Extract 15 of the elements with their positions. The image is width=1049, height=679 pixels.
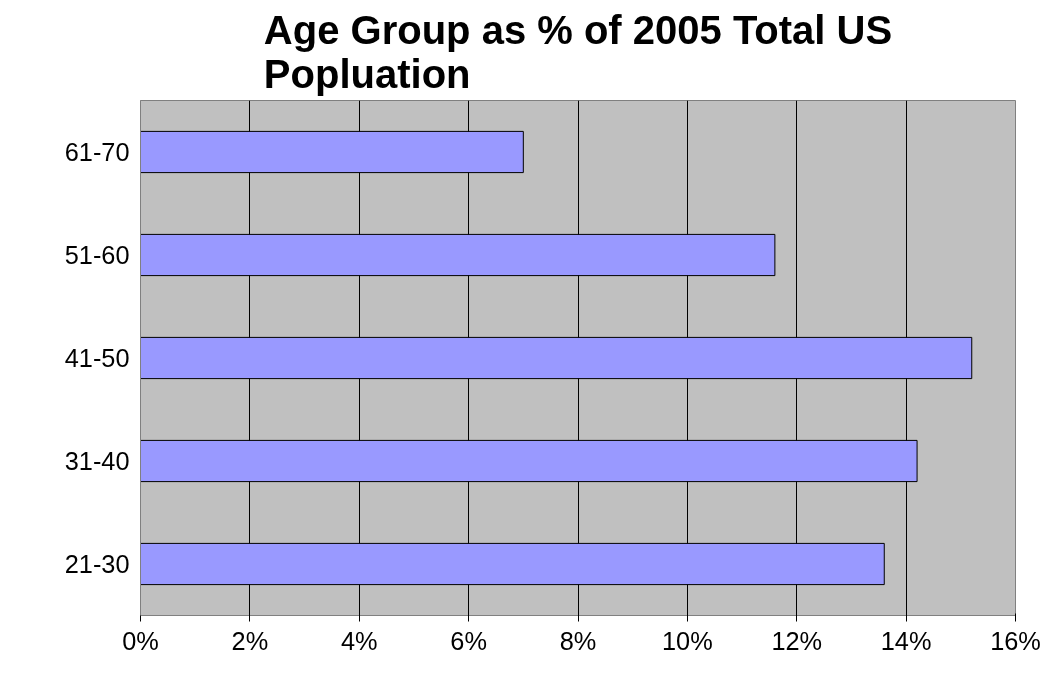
y-tick-label: 51-60	[64, 241, 130, 269]
y-tick-label: 21-30	[64, 550, 130, 578]
x-tick-label: 14%	[880, 626, 932, 655]
x-tick-label: 2%	[231, 626, 269, 655]
x-tick-label: 16%	[990, 626, 1041, 655]
y-tick-label: 31-40	[64, 447, 130, 475]
x-tick-label: 4%	[340, 626, 378, 655]
y-tick-label: 41-50	[64, 344, 130, 372]
x-tick-label: 6%	[450, 626, 487, 655]
chart-title: Age Group as % of 2005 Total US Popluation	[263, 7, 893, 96]
x-tick-label: 0%	[122, 626, 159, 655]
x-tick-label: 12%	[771, 626, 823, 655]
x-tick-label: 10%	[662, 626, 713, 655]
x-tick-label: 8%	[559, 626, 597, 655]
y-tick-label: 61-70	[64, 138, 130, 166]
